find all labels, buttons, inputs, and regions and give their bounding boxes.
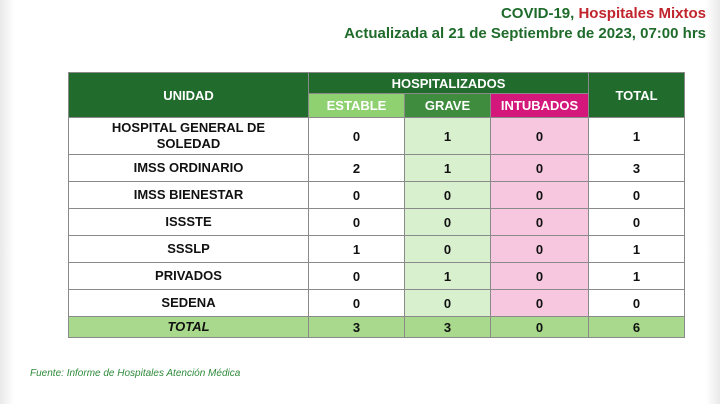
header-hospitalizados: HOSPITALIZADOS bbox=[307, 71, 590, 95]
cell-total: 0 bbox=[588, 289, 686, 317]
cell-total: 3 bbox=[588, 154, 686, 182]
source-note: Fuente: Informe de Hospitales Atención M… bbox=[30, 368, 241, 379]
table-row: SEDENA 0 0 0 0 bbox=[68, 289, 686, 317]
cell-grave: 1 bbox=[404, 154, 491, 182]
cell-estable: 1 bbox=[308, 235, 405, 263]
report-title: COVID-19, Hospitales Mixtos bbox=[344, 4, 706, 24]
cell-total: 1 bbox=[588, 262, 686, 290]
report-date: Actualizada al 21 de Septiembre de 2023,… bbox=[344, 25, 706, 42]
title-prefix: COVID-19, bbox=[500, 5, 579, 22]
cell-intubados: 0 bbox=[489, 289, 590, 317]
cell-intubados: 0 bbox=[489, 262, 590, 290]
table-row: SSSLP 1 0 0 1 bbox=[68, 235, 686, 263]
header-unidad: UNIDAD bbox=[68, 72, 309, 118]
row-unidad: IMSS BIENESTAR bbox=[68, 181, 309, 209]
title-accent: Hospitales Mixtos bbox=[578, 5, 706, 22]
table-row: PRIVADOS 0 1 0 1 bbox=[68, 262, 686, 290]
total-estable: 3 bbox=[308, 316, 405, 338]
total-total: 6 bbox=[588, 316, 686, 338]
header-intubados: INTUBADOS bbox=[489, 93, 590, 118]
total-intubados: 0 bbox=[489, 316, 590, 338]
hospital-table: UNIDAD HOSPITALIZADOS TOTAL ESTABLE GRAV… bbox=[68, 71, 686, 338]
cell-estable: 0 bbox=[308, 181, 405, 209]
cell-intubados: 0 bbox=[489, 117, 590, 155]
cell-grave: 1 bbox=[404, 117, 491, 155]
table-row: IMSS BIENESTAR 0 0 0 0 bbox=[68, 181, 686, 209]
cell-grave: 1 bbox=[404, 262, 491, 290]
header-total: TOTAL bbox=[588, 72, 686, 118]
cell-intubados: 0 bbox=[489, 235, 590, 263]
cell-estable: 0 bbox=[308, 262, 405, 290]
cell-estable: 0 bbox=[308, 117, 405, 155]
row-unidad: HOSPITAL GENERAL DE SOLEDAD bbox=[68, 117, 309, 155]
table-row: IMSS ORDINARIO 2 1 0 3 bbox=[68, 154, 686, 182]
row-unidad: SEDENA bbox=[68, 289, 309, 317]
cell-estable: 0 bbox=[308, 289, 405, 317]
table-row: ISSSTE 0 0 0 0 bbox=[68, 208, 686, 236]
table-row: HOSPITAL GENERAL DE SOLEDAD 0 1 0 1 bbox=[68, 117, 686, 155]
row-unidad: PRIVADOS bbox=[68, 262, 309, 290]
cell-total: 0 bbox=[588, 181, 686, 209]
cell-total: 0 bbox=[588, 208, 686, 236]
cell-grave: 0 bbox=[404, 181, 491, 209]
report-header: COVID-19, Hospitales Mixtos Actualizada … bbox=[344, 4, 706, 44]
total-grave: 3 bbox=[404, 316, 491, 338]
totals-label: TOTAL bbox=[68, 316, 309, 338]
cell-grave: 0 bbox=[404, 235, 491, 263]
header-estable: ESTABLE bbox=[308, 93, 405, 118]
totals-row: TOTAL 3 3 0 6 bbox=[68, 316, 686, 338]
header-grave: GRAVE bbox=[404, 93, 491, 118]
cell-intubados: 0 bbox=[489, 181, 590, 209]
cell-estable: 2 bbox=[308, 154, 405, 182]
cell-intubados: 0 bbox=[489, 154, 590, 182]
cell-total: 1 bbox=[588, 235, 686, 263]
cell-intubados: 0 bbox=[489, 208, 590, 236]
row-unidad: SSSLP bbox=[68, 235, 309, 263]
row-unidad: ISSSTE bbox=[68, 208, 309, 236]
cell-grave: 0 bbox=[404, 289, 491, 317]
cell-total: 1 bbox=[588, 117, 686, 155]
cell-grave: 0 bbox=[404, 208, 491, 236]
row-unidad: IMSS ORDINARIO bbox=[68, 154, 309, 182]
cell-estable: 0 bbox=[308, 208, 405, 236]
